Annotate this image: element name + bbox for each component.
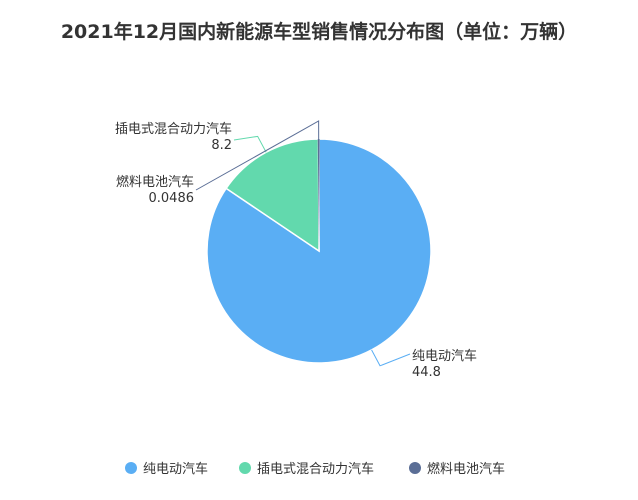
legend-label-pure-electric: 纯电动汽车 <box>143 461 208 477</box>
legend-item-pure-electric[interactable]: 纯电动汽车 <box>125 461 208 477</box>
leader-lines <box>195 120 411 367</box>
slice-label-plugin-hybrid: 插电式混合动力汽车 <box>115 121 232 137</box>
legend-label-plugin-hybrid: 插电式混合动力汽车 <box>257 461 374 477</box>
legend-item-fuel-cell[interactable]: 燃料电池汽车 <box>409 461 505 477</box>
legend-marker-plugin-hybrid <box>239 462 251 474</box>
legend-label-fuel-cell: 燃料电池汽车 <box>427 461 505 477</box>
legend: 纯电动汽车 插电式混合动力汽车 燃料电池汽车 <box>125 461 505 477</box>
pie-slices <box>206 138 432 364</box>
leader-line-pure-electric <box>371 349 411 367</box>
pie-slice-fuel-cell[interactable] <box>317 139 320 251</box>
leader-line-plugin-hybrid <box>233 135 267 153</box>
chart-title: 2021年12月国内新能源车型销售情况分布图（单位：万辆） <box>61 20 577 43</box>
slice-value-fuel-cell: 0.0486 <box>149 191 195 206</box>
legend-item-plugin-hybrid[interactable]: 插电式混合动力汽车 <box>239 461 374 477</box>
slice-label-fuel-cell: 燃料电池汽车 <box>116 174 194 190</box>
slice-label-pure-electric: 纯电动汽车 <box>412 348 477 364</box>
leader-line-fuel-cell <box>195 120 320 191</box>
legend-marker-pure-electric <box>125 462 137 474</box>
slice-value-plugin-hybrid: 8.2 <box>211 138 232 153</box>
pie-slice-plugin-hybrid[interactable] <box>225 138 320 253</box>
legend-marker-fuel-cell <box>409 462 421 474</box>
slice-value-pure-electric: 44.8 <box>412 365 441 380</box>
